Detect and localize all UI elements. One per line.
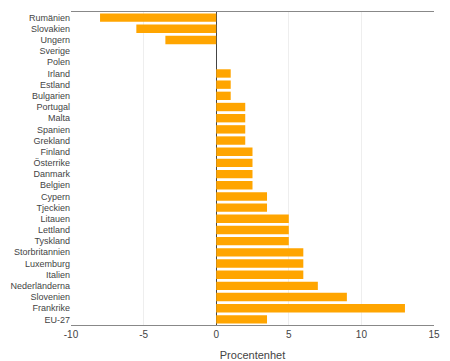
- svg-text:Tjeckien: Tjeckien: [36, 203, 70, 213]
- svg-text:Estland: Estland: [40, 80, 70, 90]
- svg-text:Frankrike: Frankrike: [32, 303, 70, 313]
- svg-text:Sverige: Sverige: [39, 46, 70, 56]
- svg-text:Nederländerna: Nederländerna: [10, 281, 70, 291]
- svg-text:Malta: Malta: [48, 113, 70, 123]
- svg-text:Portugal: Portugal: [36, 102, 70, 112]
- svg-text:Procentenhet: Procentenhet: [220, 349, 285, 361]
- svg-text:EU-27: EU-27: [44, 315, 70, 325]
- svg-text:Österrike: Österrike: [33, 158, 70, 168]
- svg-text:Lettland: Lettland: [38, 225, 70, 235]
- svg-text:Slovenien: Slovenien: [30, 292, 70, 302]
- svg-text:Irland: Irland: [47, 69, 70, 79]
- svg-text:Grekland: Grekland: [33, 136, 70, 146]
- svg-text:Ungern: Ungern: [40, 35, 70, 45]
- svg-text:Spanien: Spanien: [37, 125, 70, 135]
- svg-text:Polen: Polen: [47, 57, 70, 67]
- svg-text:Tyskland: Tyskland: [34, 236, 70, 246]
- svg-text:Italien: Italien: [46, 270, 70, 280]
- svg-text:Slovakien: Slovakien: [31, 24, 70, 34]
- svg-text:-10: -10: [64, 329, 79, 340]
- svg-text:-5: -5: [139, 329, 148, 340]
- svg-text:Danmark: Danmark: [33, 169, 70, 179]
- svg-text:Bulgarien: Bulgarien: [32, 91, 70, 101]
- svg-text:Storbritannien: Storbritannien: [14, 247, 70, 257]
- svg-text:Cypern: Cypern: [41, 192, 70, 202]
- svg-text:5: 5: [286, 329, 292, 340]
- svg-text:15: 15: [428, 329, 440, 340]
- svg-text:10: 10: [356, 329, 368, 340]
- svg-text:Finland: Finland: [40, 147, 70, 157]
- svg-text:Litauen: Litauen: [40, 214, 70, 224]
- svg-text:Luxemburg: Luxemburg: [25, 259, 70, 269]
- svg-text:Rumänien: Rumänien: [29, 13, 70, 23]
- svg-text:Belgien: Belgien: [40, 180, 70, 190]
- svg-text:0: 0: [213, 329, 219, 340]
